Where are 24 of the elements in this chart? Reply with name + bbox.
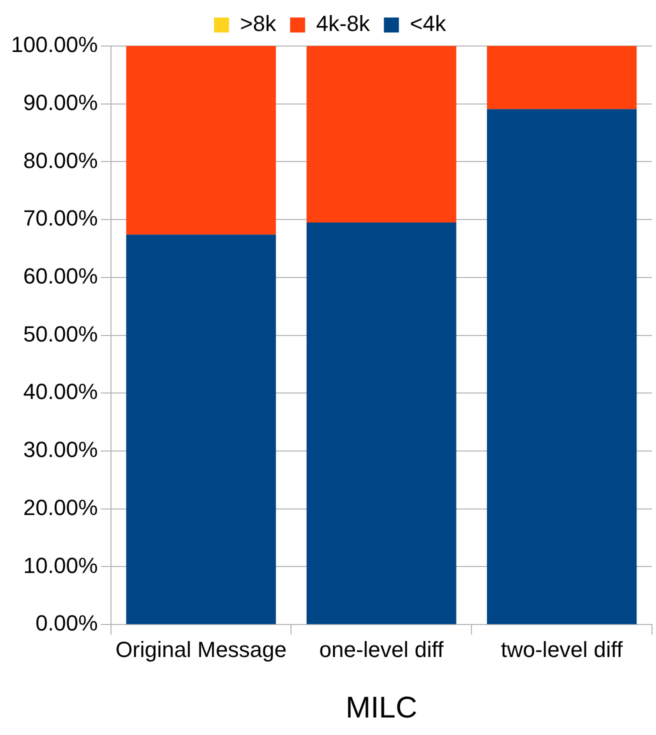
y-tick-label: 0.00% xyxy=(35,610,98,636)
y-tick-label: 40.00% xyxy=(23,379,98,404)
bar xyxy=(126,234,276,624)
y-tick-label: 30.00% xyxy=(23,437,98,462)
legend-label: 4k-8k xyxy=(316,11,371,36)
bar xyxy=(486,109,637,624)
y-tick-label: 50.00% xyxy=(23,321,98,346)
x-axis-title: MILC xyxy=(346,691,418,724)
legend-label: >8k xyxy=(240,11,278,36)
y-tick-label: 100.00% xyxy=(10,32,98,58)
bar xyxy=(486,46,637,110)
x-tick-label: two-level diff xyxy=(500,636,624,662)
bar xyxy=(306,46,456,222)
bar xyxy=(126,46,276,235)
y-tick-label: 10.00% xyxy=(23,552,98,578)
bar xyxy=(306,222,456,624)
y-tick-label: 90.00% xyxy=(23,90,98,115)
legend-label: <4k xyxy=(410,11,447,36)
x-tick-label: one-level diff xyxy=(319,636,444,662)
y-tick-label: 80.00% xyxy=(23,148,98,173)
x-tick-label: Original Message xyxy=(115,636,287,662)
y-tick-label: 60.00% xyxy=(23,264,98,289)
y-tick-label: 70.00% xyxy=(23,206,98,231)
y-tick-label: 20.00% xyxy=(23,494,98,520)
